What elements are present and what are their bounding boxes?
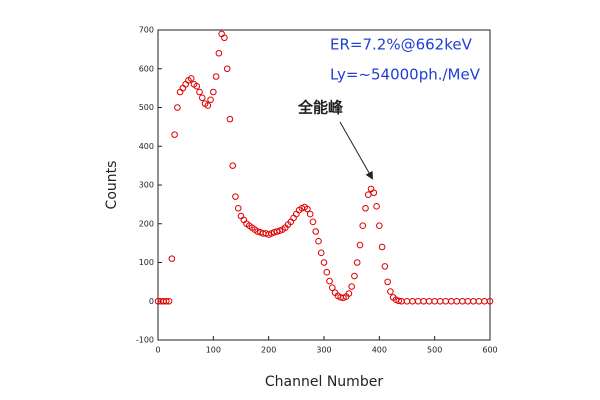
point <box>364 191 372 198</box>
point <box>218 30 225 38</box>
point <box>273 228 281 235</box>
point <box>453 297 461 305</box>
point <box>395 297 403 305</box>
point <box>345 290 353 297</box>
point <box>226 115 234 123</box>
point <box>351 272 358 280</box>
point <box>481 297 488 305</box>
point <box>196 88 203 96</box>
point <box>204 102 212 109</box>
point <box>317 249 325 257</box>
x-axis-label: Channel Number <box>265 374 383 390</box>
y-axis-label: Counts <box>104 161 120 210</box>
point <box>475 297 483 305</box>
x-tick-label: 0 <box>155 346 160 355</box>
y-tick-label: 200 <box>139 219 154 228</box>
y-tick-label: 0 <box>149 297 154 306</box>
point <box>447 297 455 305</box>
point <box>232 193 239 200</box>
point <box>378 243 386 251</box>
x-tick-label: 200 <box>261 346 276 355</box>
point <box>293 210 300 218</box>
point <box>176 88 184 96</box>
x-tick-label: 600 <box>482 346 497 355</box>
point <box>234 204 242 212</box>
y-tick-label: 600 <box>139 64 154 73</box>
point <box>464 297 472 305</box>
x-tick-label: 100 <box>206 346 221 355</box>
point <box>376 222 383 229</box>
point <box>165 297 173 305</box>
y-tick-label: 100 <box>139 258 154 267</box>
point <box>320 259 328 266</box>
point <box>470 297 477 305</box>
point <box>212 73 220 80</box>
point <box>326 277 333 285</box>
annotation: ER=7.2%@662keV <box>330 36 473 54</box>
point <box>436 297 444 305</box>
point <box>207 96 214 104</box>
point <box>187 75 195 82</box>
y-tick-label: 700 <box>139 26 154 35</box>
point <box>312 228 320 235</box>
point <box>221 34 228 42</box>
point <box>182 80 189 88</box>
point <box>304 205 311 213</box>
point <box>163 297 170 305</box>
point <box>329 284 336 291</box>
point <box>179 84 187 92</box>
point <box>403 297 411 305</box>
point <box>309 218 317 226</box>
point <box>315 237 322 245</box>
point <box>356 241 364 249</box>
point <box>229 162 236 169</box>
point <box>290 214 297 222</box>
point <box>387 288 394 295</box>
point <box>370 189 378 197</box>
point <box>359 222 367 229</box>
point <box>237 212 245 220</box>
point <box>367 185 375 193</box>
point <box>381 263 389 270</box>
point <box>431 297 438 305</box>
point <box>168 255 176 262</box>
x-tick-label: 400 <box>372 346 387 355</box>
annotation: 全能峰 <box>297 99 344 117</box>
point <box>362 204 369 212</box>
y-tick-label: 500 <box>139 103 154 112</box>
point <box>306 210 314 218</box>
point <box>409 297 416 305</box>
point <box>254 228 261 235</box>
point <box>420 297 427 305</box>
y-tick-label: -100 <box>136 336 154 345</box>
arrow <box>339 121 373 180</box>
annotation: Ly=~54000ph./MeV <box>330 66 481 84</box>
point <box>193 82 201 90</box>
point <box>215 49 223 57</box>
y-tick-label: 300 <box>139 181 154 190</box>
x-tick-label: 500 <box>427 346 442 355</box>
point <box>171 131 178 138</box>
point <box>210 88 217 96</box>
point <box>348 283 355 290</box>
point <box>442 297 450 305</box>
y-tick-label: 400 <box>139 142 154 151</box>
point <box>240 216 248 224</box>
point <box>373 203 380 210</box>
point <box>425 297 433 305</box>
point <box>414 297 422 305</box>
point <box>384 278 391 286</box>
point <box>198 94 206 102</box>
point <box>323 268 331 276</box>
point <box>486 297 494 305</box>
point <box>174 104 181 111</box>
point <box>353 259 361 266</box>
point <box>223 65 231 73</box>
x-tick-label: 300 <box>316 346 331 355</box>
point <box>459 297 466 305</box>
